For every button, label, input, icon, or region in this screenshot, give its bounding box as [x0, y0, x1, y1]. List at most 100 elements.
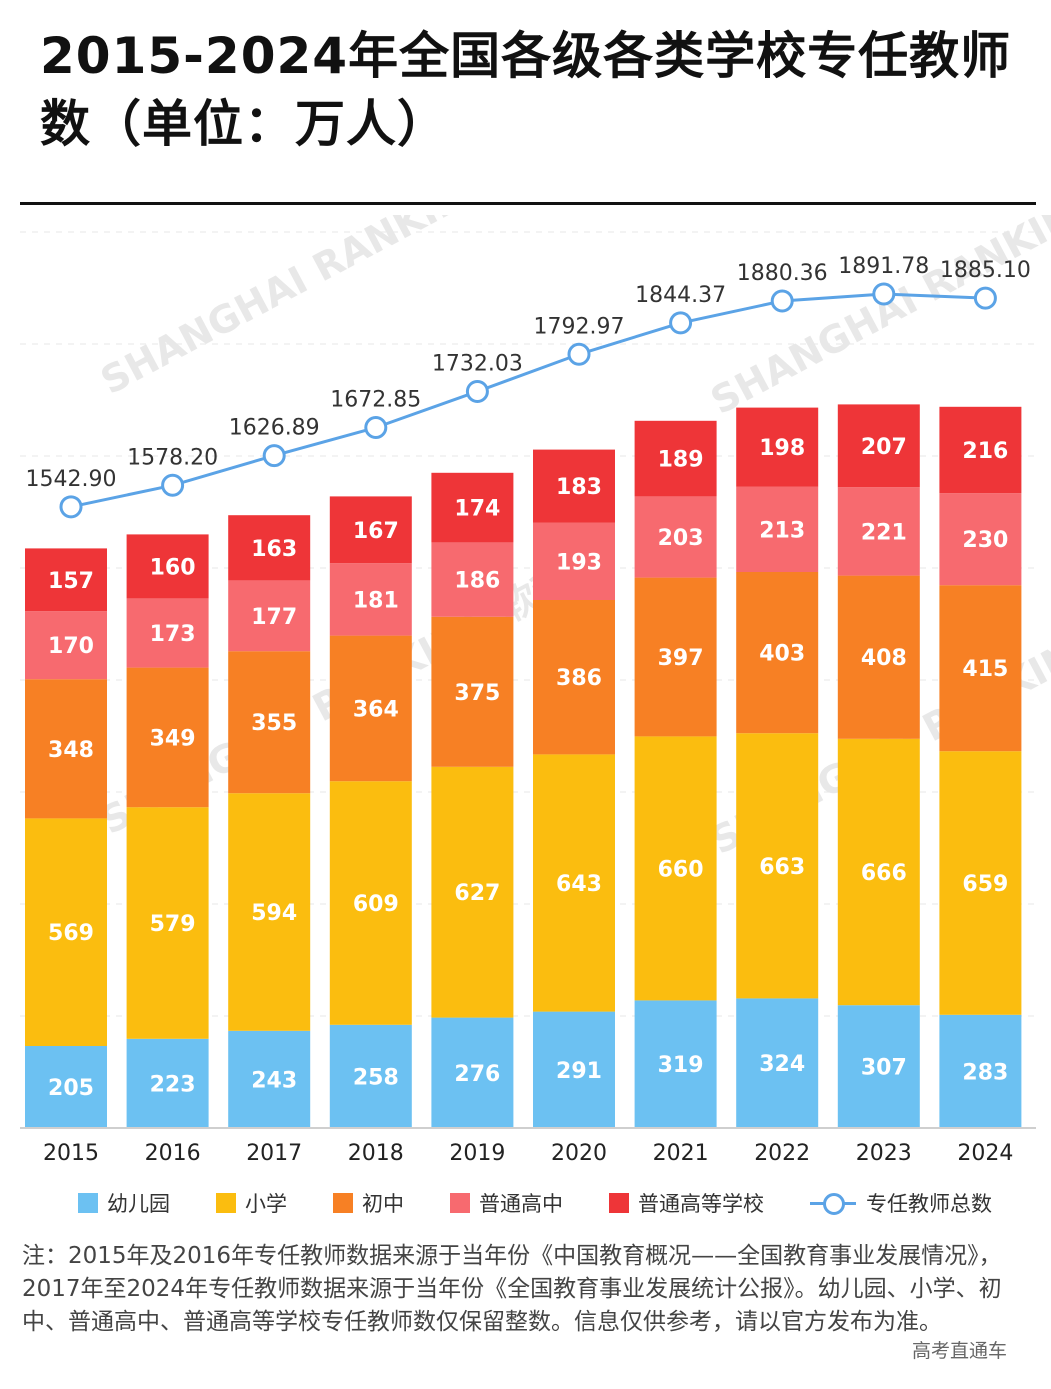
- total-value-label: 1880.36: [737, 261, 828, 286]
- footnote: 注：2015年及2016年专任教师数据来源于当年份《中国教育概况——全国教育事业…: [22, 1243, 1002, 1335]
- bar-value-label: 189: [658, 448, 704, 473]
- legend-label: 普通高等学校: [638, 1192, 764, 1216]
- bar-segment: [837, 404, 920, 488]
- bar-value-label: 627: [454, 881, 500, 906]
- bar-segment: [634, 420, 717, 497]
- source-credit: 高考直通车: [912, 1340, 1008, 1362]
- bar-value-label: 643: [556, 872, 602, 897]
- total-point: [567, 342, 591, 366]
- total-point: [465, 379, 489, 403]
- bar-segment: [25, 611, 107, 680]
- total-value-label: 1792.97: [534, 314, 625, 339]
- bar-segment: [126, 807, 209, 1039]
- chart-legend: 幼儿园 小学 初中 普通高中 普通高等学校 专任教师总数: [78, 1186, 992, 1220]
- total-point: [669, 311, 693, 335]
- bar-segment: [533, 754, 615, 1012]
- bar-segment: [431, 472, 514, 543]
- legend-label: 专任教师总数: [866, 1192, 992, 1216]
- legend-label: 普通高中: [479, 1192, 563, 1216]
- bar-segment: [939, 1014, 1022, 1128]
- bar-value-label: 186: [454, 569, 500, 594]
- bar-value-label: 386: [556, 666, 602, 691]
- legend-label: 小学: [245, 1192, 287, 1216]
- legend-swatch: [609, 1193, 629, 1213]
- x-tick-label: 2021: [653, 1141, 709, 1166]
- bar-segment: [329, 496, 412, 564]
- bar-segment: [837, 487, 920, 576]
- bar-value-label: 364: [353, 697, 399, 722]
- x-tick-label: 2015: [43, 1141, 99, 1166]
- legend-item-kindergarten: 幼儿园: [78, 1188, 170, 1218]
- total-value-label: 1844.37: [635, 283, 726, 308]
- bar-value-label: 193: [556, 550, 602, 575]
- bar-value-label: 216: [962, 439, 1008, 464]
- total-value-label: 1542.90: [26, 467, 117, 492]
- bar-segment: [431, 1017, 514, 1128]
- bar-value-label: 177: [251, 605, 297, 630]
- bar-segment: [126, 1038, 209, 1128]
- bar-value-label: 291: [556, 1059, 602, 1084]
- bar-value-label: 276: [454, 1062, 500, 1087]
- bar-value-label: 579: [150, 912, 196, 937]
- legend-item-higher-ed: 普通高等学校: [609, 1188, 764, 1218]
- bar-value-label: 243: [251, 1068, 297, 1093]
- total-value-label: 1672.85: [330, 388, 421, 413]
- bar-segment: [126, 598, 209, 668]
- total-point: [872, 282, 896, 306]
- bar-value-label: 403: [759, 642, 805, 667]
- bar-segment: [837, 575, 920, 739]
- x-tick-label: 2019: [449, 1141, 505, 1166]
- bar-value-label: 283: [962, 1060, 1008, 1085]
- bar-value-label: 174: [454, 497, 500, 522]
- bar-value-label: 663: [759, 855, 805, 880]
- bar-value-label: 397: [658, 646, 704, 671]
- x-tick-label: 2018: [348, 1141, 404, 1166]
- legend-item-junior-high: 初中: [333, 1188, 404, 1218]
- x-tick-label: 2016: [145, 1141, 201, 1166]
- bar-value-label: 375: [454, 681, 500, 706]
- bar-segment: [634, 1000, 717, 1128]
- bar-segment: [126, 534, 209, 599]
- bar-value-label: 167: [353, 519, 399, 544]
- total-value-label: 1626.89: [229, 416, 320, 441]
- bar-segment: [228, 580, 311, 652]
- legend-label: 幼儿园: [107, 1192, 170, 1216]
- bar-segment: [939, 493, 1022, 586]
- bar-segment: [736, 486, 819, 572]
- legend-item-primary: 小学: [216, 1188, 287, 1218]
- total-point: [973, 286, 997, 310]
- bar-segment: [329, 1024, 412, 1128]
- bar-segment: [228, 515, 311, 581]
- watermark-text: SHANGHAI RANKING 软科: [704, 215, 1051, 423]
- total-point: [364, 416, 388, 440]
- bar-value-label: 660: [658, 857, 704, 882]
- total-point: [161, 473, 185, 497]
- bar-value-label: 207: [861, 435, 907, 460]
- bar-segment: [634, 496, 717, 578]
- bar-value-label: 163: [251, 537, 297, 562]
- bar-value-label: 349: [150, 726, 196, 751]
- title-divider: [20, 202, 1036, 205]
- bar-segment: [533, 600, 615, 755]
- bar-segment: [126, 667, 209, 808]
- bar-value-label: 203: [658, 526, 704, 551]
- bar-value-label: 223: [150, 1072, 196, 1097]
- legend-label: 初中: [362, 1192, 404, 1216]
- bar-value-label: 355: [251, 711, 297, 736]
- legend-swatch: [450, 1193, 470, 1213]
- bar-value-label: 319: [658, 1053, 704, 1078]
- bar-value-label: 659: [962, 872, 1008, 897]
- bar-value-label: 198: [759, 436, 805, 461]
- chart-title: 2015-2024年全国各级各类学校专任教师数（单位：万人）: [40, 27, 1012, 153]
- bar-segment: [25, 818, 107, 1046]
- bar-value-label: 160: [150, 555, 196, 580]
- total-value-label: 1578.20: [127, 445, 218, 470]
- bar-value-label: 221: [861, 520, 907, 545]
- bar-segment: [329, 781, 412, 1025]
- total-point: [770, 289, 794, 313]
- bar-value-label: 408: [861, 646, 907, 671]
- bar-segment: [431, 766, 514, 1018]
- bar-segment: [329, 635, 412, 782]
- bar-value-label: 258: [353, 1065, 399, 1090]
